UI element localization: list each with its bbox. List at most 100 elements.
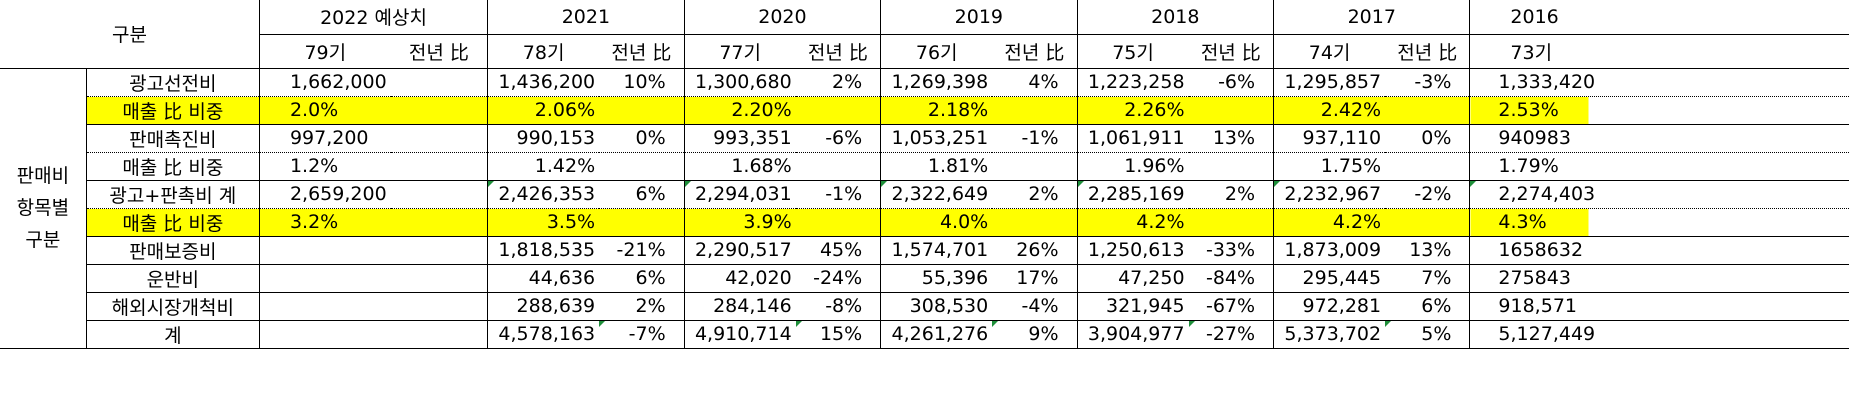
cell-yoy xyxy=(1385,152,1471,181)
cell-yoy: 9% xyxy=(992,320,1078,349)
cell-yoy: -4% xyxy=(992,292,1078,321)
cell-value xyxy=(259,292,391,321)
cell-value: 1.68% xyxy=(684,152,796,181)
cell-yoy: -1% xyxy=(992,124,1078,153)
cell-value: 4,261,276 xyxy=(880,320,993,349)
cell-value: 937,110 xyxy=(1273,124,1386,153)
cell-value: 1.96% xyxy=(1077,152,1189,181)
table-row: 계 4,578,163 -7% 4,910,714 15% 4,261,276 9% 3,90… xyxy=(0,320,1849,349)
cell-value: 1,061,911 xyxy=(1077,124,1189,153)
table-row: 해외시장개척비 288,639 2% 284,146 -8% 308,530 -4% 321,… xyxy=(0,292,1849,321)
side-label-line: 구분 xyxy=(25,229,61,251)
cell-yoy: 6% xyxy=(599,180,685,209)
cell-value: 1.2% xyxy=(259,152,391,181)
cell-value: 1,818,535 xyxy=(487,236,600,265)
cell-value: 3.9% xyxy=(684,208,796,237)
cell-yoy: -67% xyxy=(1188,292,1275,321)
cell-value: 4.2% xyxy=(1077,208,1189,237)
header-year: 2018 xyxy=(1077,0,1275,35)
cell-value: 295,445 xyxy=(1273,264,1386,293)
table-row: 운반비 44,636 6% 42,020 -24% 55,396 17% 47,250 -84%… xyxy=(0,264,1849,293)
table-row: 판매촉진비 997,200 990,153 0% 993,351 -6% 1,053,251… xyxy=(0,124,1849,153)
cell-yoy xyxy=(795,96,882,125)
cell-value: 1.81% xyxy=(880,152,993,181)
cell-value-2016-text: 1.79% xyxy=(1498,155,1559,177)
cell-yoy: 13% xyxy=(1385,236,1471,265)
cell-value xyxy=(259,320,391,349)
header-period-73: 73기 xyxy=(1510,41,1553,64)
cell-value: 1,300,680 xyxy=(684,68,796,97)
cell-value: 972,281 xyxy=(1273,292,1386,321)
cell-yoy: -7% xyxy=(599,320,685,349)
cell-value: 321,945 xyxy=(1077,292,1189,321)
cell-yoy: 4% xyxy=(992,68,1078,97)
cell-value: 2,290,517 xyxy=(684,236,796,265)
cell-yoy: 17% xyxy=(992,264,1078,293)
cell-yoy: 26% xyxy=(992,236,1078,265)
header-year-2016: 2016 xyxy=(1510,5,1559,28)
cell-value: 2,659,200 xyxy=(259,180,391,209)
header-yoy: 전년 比 xyxy=(390,34,489,69)
cell-value: 2,294,031 xyxy=(684,180,796,209)
cell-yoy xyxy=(390,152,489,181)
cell-yoy: 2% xyxy=(992,180,1078,209)
cell-value-2016: 1.79% xyxy=(1469,152,1849,181)
cell-value-2016-text: 2.53% xyxy=(1498,99,1559,121)
cell-value: 4,910,714 xyxy=(684,320,796,349)
table-row: 판매보증비 1,818,535 -21% 2,290,517 45% 1,574,701 2… xyxy=(0,236,1849,265)
cell-yoy xyxy=(795,152,882,181)
cell-yoy: -2% xyxy=(1385,180,1471,209)
cell-value: 47,250 xyxy=(1077,264,1189,293)
row-label: 광고+판촉비 계 xyxy=(86,180,260,209)
cell-yoy: -33% xyxy=(1188,236,1275,265)
cell-yoy: 2% xyxy=(1188,180,1275,209)
cell-value: 2,426,353 xyxy=(487,180,600,209)
cell-yoy xyxy=(390,264,489,293)
row-label: 운반비 xyxy=(86,264,260,293)
cell-yoy: 13% xyxy=(1188,124,1275,153)
cell-value: 1,574,701 xyxy=(880,236,993,265)
cell-value: 2.0% xyxy=(259,96,391,125)
row-label: 판매보증비 xyxy=(86,236,260,265)
cell-yoy xyxy=(795,208,882,237)
cell-yoy xyxy=(992,96,1078,125)
cell-yoy xyxy=(1188,96,1275,125)
cell-yoy xyxy=(1385,208,1471,237)
header-period: 78기 xyxy=(487,34,600,69)
header-yoy: 전년 比 xyxy=(795,34,882,69)
cell-yoy: 2% xyxy=(795,68,882,97)
cell-yoy: -21% xyxy=(599,236,685,265)
cell-value: 3,904,977 xyxy=(1077,320,1189,349)
cell-value: 1.75% xyxy=(1273,152,1386,181)
header-yoy: 전년 比 xyxy=(992,34,1078,69)
cell-value: 1,269,398 xyxy=(880,68,993,97)
cell-yoy: -27% xyxy=(1188,320,1275,349)
header-year: 2019 xyxy=(880,0,1078,35)
row-label: 광고선전비 xyxy=(86,68,260,97)
cell-value-2016: 940983 xyxy=(1469,124,1849,153)
cell-value: 2.18% xyxy=(880,96,993,125)
cell-value: 55,396 xyxy=(880,264,993,293)
cell-yoy xyxy=(1385,96,1471,125)
cell-value-2016-text: 1,333,420 xyxy=(1498,71,1596,93)
cell-value-2016-text: 4.3% xyxy=(1498,211,1547,233)
cell-yoy: 15% xyxy=(795,320,882,349)
header-row-years: 구분 2022 예상치 2021 2020 2019 2018 2017 201… xyxy=(0,0,1849,69)
cell-yoy xyxy=(599,208,685,237)
cell-value: 42,020 xyxy=(684,264,796,293)
table-row: 매출 比 비중 1.2% 1.42% 1.68% 1.81% 1.96% 1.75% 1.79… xyxy=(0,152,1849,181)
cell-yoy: 6% xyxy=(1385,292,1471,321)
cell-yoy: -6% xyxy=(795,124,882,153)
cell-value: 2.26% xyxy=(1077,96,1189,125)
header-period: 75기 xyxy=(1077,34,1189,69)
cell-value: 288,639 xyxy=(487,292,600,321)
cell-yoy xyxy=(390,236,489,265)
header-period: 76기 xyxy=(880,34,993,69)
cell-value: 1,436,200 xyxy=(487,68,600,97)
cell-value-2016-text: 2,274,403 xyxy=(1498,183,1596,205)
cell-value: 1,223,258 xyxy=(1077,68,1189,97)
cell-yoy xyxy=(992,152,1078,181)
cell-value-2016: 1658632 xyxy=(1469,236,1849,265)
header-period: 79기 xyxy=(259,34,391,69)
header-period: 74기 xyxy=(1273,34,1386,69)
